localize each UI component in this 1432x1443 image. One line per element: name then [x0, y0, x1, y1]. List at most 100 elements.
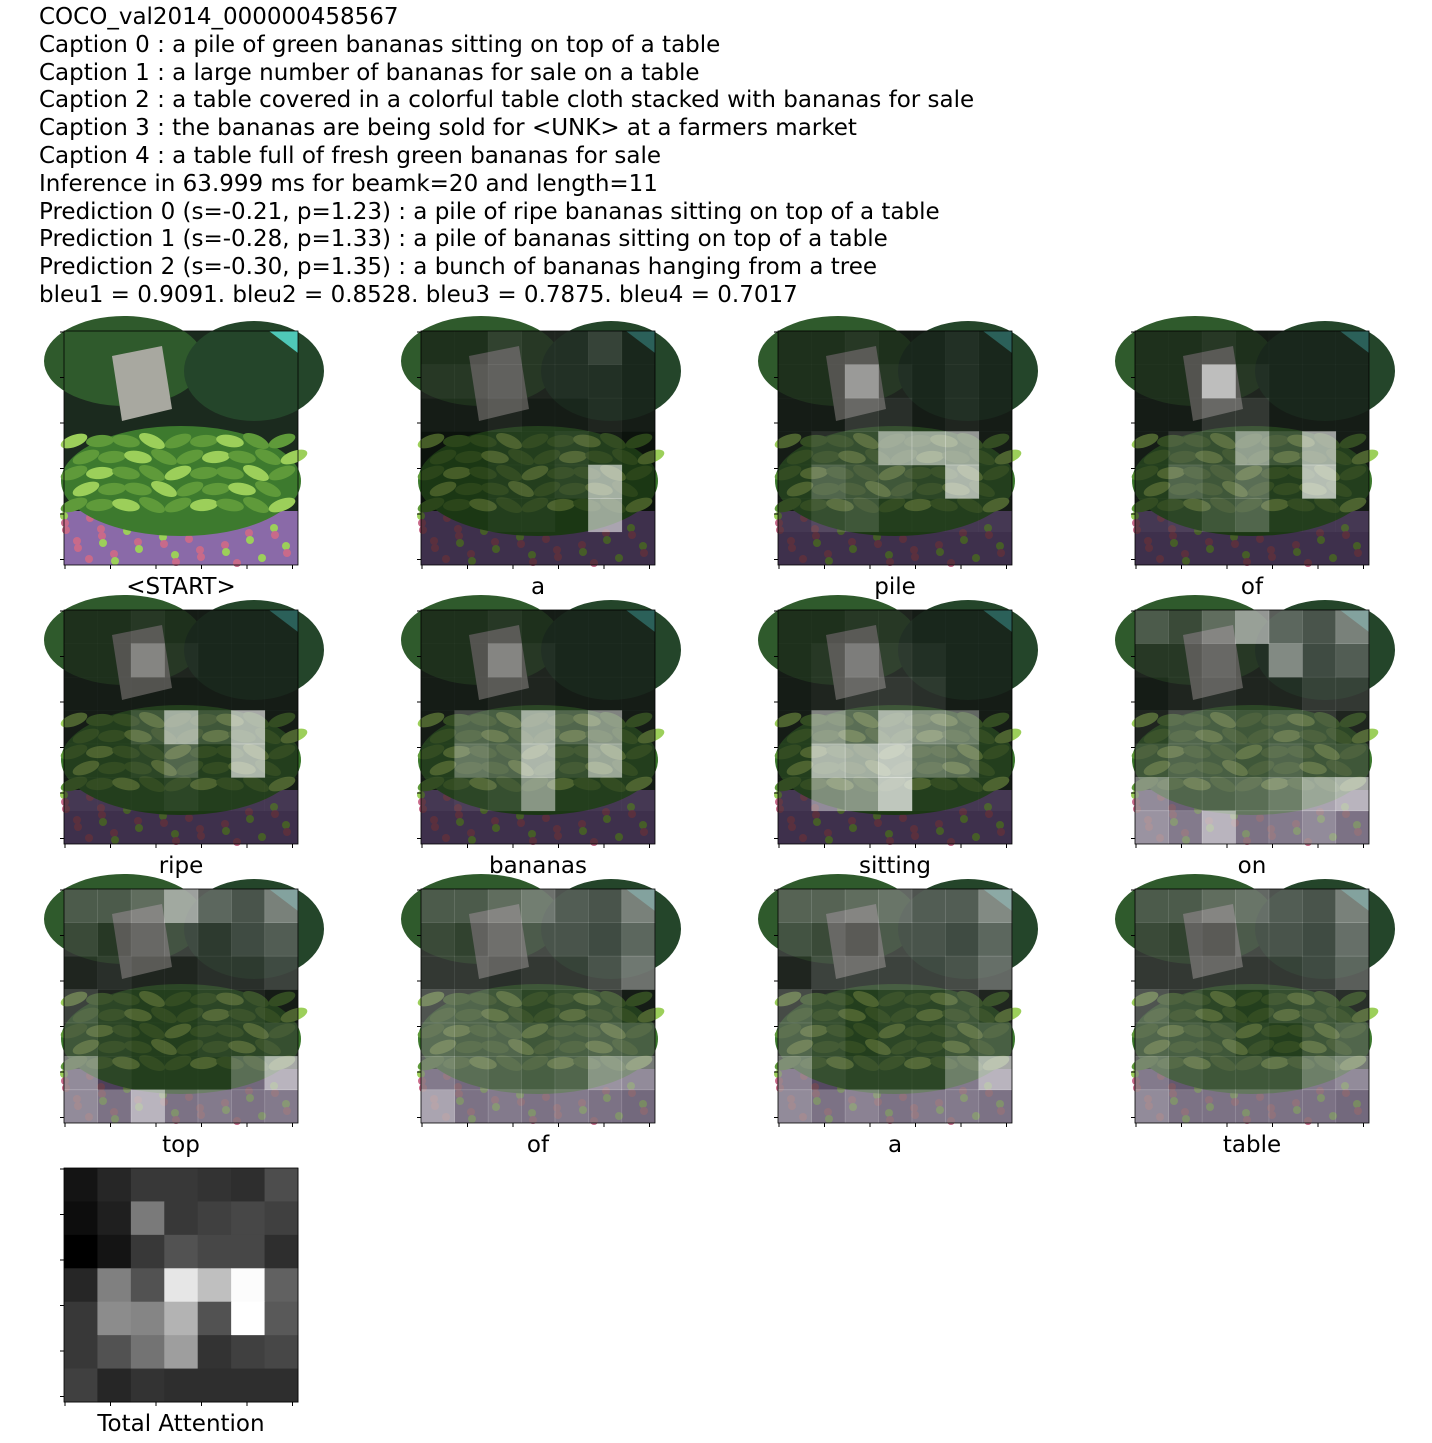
attention-cell [911, 364, 946, 399]
attention-cell [621, 743, 656, 778]
attention-cell [487, 777, 522, 812]
panel-image [1115, 316, 1395, 569]
attention-cell [1268, 710, 1303, 745]
panel-frame [1134, 888, 1370, 1124]
attention-cell [588, 710, 623, 745]
attention-cell [878, 743, 913, 778]
attention-cell [1201, 643, 1236, 678]
attention-cell [945, 1022, 980, 1057]
attention-cell [130, 1268, 165, 1303]
attention-cell [1268, 364, 1303, 399]
panel-frame [63, 1167, 299, 1403]
attention-cell [878, 710, 913, 745]
attention-cell [588, 331, 623, 365]
attention-cell [487, 498, 522, 533]
attention-cell [197, 1368, 232, 1403]
attention-cell [621, 1022, 656, 1057]
attention-cell [130, 889, 165, 923]
word-label: a [887, 1132, 903, 1158]
attention-cell [64, 955, 98, 990]
attention-cell [454, 610, 489, 644]
panel-image [1115, 595, 1395, 848]
attention-cell [945, 331, 980, 365]
attention-cell [878, 889, 913, 923]
attention-cell [421, 889, 455, 923]
attention-cell [1135, 1056, 1169, 1091]
header-line: Prediction 0 (s=-0.21, p=1.23) : a pile … [39, 198, 940, 225]
attention-cell [554, 643, 589, 678]
attention-cell [1302, 1089, 1337, 1124]
attention-cell [1135, 676, 1169, 711]
attention-cell [97, 1022, 132, 1057]
axis-ticks [60, 610, 293, 848]
attention-cell [64, 710, 98, 745]
attention-cell [1168, 810, 1203, 845]
attention-cell [1168, 1089, 1203, 1124]
attention-cell [97, 676, 132, 711]
attention-cell [1268, 676, 1303, 711]
attention-cell [588, 955, 623, 990]
attention-cell [1302, 989, 1337, 1024]
attention-cell [421, 431, 455, 465]
panel-image [758, 874, 1038, 1127]
attention-cell [554, 464, 589, 499]
attention-cell [1235, 743, 1270, 778]
attention-cell [1201, 676, 1236, 711]
attention-cell [488, 811, 522, 845]
attention-cell [1168, 498, 1203, 533]
attention-cell [878, 498, 913, 533]
attention-cell [1168, 676, 1203, 711]
attention-cell [1168, 710, 1203, 745]
attention-cell [421, 989, 455, 1024]
attention-cell [164, 1234, 199, 1269]
attention-cell [1268, 743, 1303, 778]
attention-cell [521, 676, 556, 711]
attention-cell [911, 889, 946, 923]
attention-cell [844, 922, 879, 957]
attention-cell [811, 1022, 846, 1057]
image-id-line: COCO_val2014_000000458567 [39, 4, 399, 30]
attention-cell [1235, 676, 1270, 711]
attention-cell [878, 676, 913, 711]
attention-cell [844, 431, 879, 466]
attention-cell [521, 532, 555, 566]
attention-cell [844, 889, 879, 923]
attention-cell [878, 1089, 913, 1124]
attention-cell [421, 331, 455, 365]
attention-cell [1168, 743, 1203, 778]
attention-cell [164, 743, 199, 778]
attention-cell [454, 811, 488, 845]
attention-cell [911, 1056, 946, 1091]
attention-cell [264, 710, 299, 745]
attention-cell [912, 532, 946, 566]
attention-cell [454, 676, 489, 711]
attention-cell [97, 1056, 132, 1091]
attention-cell [231, 1234, 266, 1269]
attention-cell [1235, 777, 1270, 812]
attention-cell [1135, 710, 1169, 745]
attention-cell [264, 743, 299, 778]
attention-cell [487, 889, 522, 923]
attention-cell [487, 922, 522, 957]
attention-cell [231, 811, 265, 845]
attention-cell [454, 331, 489, 365]
attention-cell [1235, 364, 1270, 399]
attention-cell [911, 498, 946, 533]
attention-cell [1168, 922, 1203, 957]
attention-cell [978, 676, 1013, 711]
attention-cell [97, 1301, 132, 1336]
attention-cell [131, 811, 165, 845]
attention-cell [421, 922, 455, 957]
attention-cell [1135, 922, 1169, 957]
attention-cell [844, 1089, 879, 1124]
attention-cell [978, 431, 1013, 466]
attention-cell [521, 610, 556, 644]
attention-cell [778, 1056, 812, 1091]
attention-cell [978, 777, 1013, 812]
attention-cell [1201, 955, 1236, 990]
attention-cell [778, 922, 812, 957]
attention-cell [911, 676, 946, 711]
axis-ticks [1131, 889, 1364, 1127]
attention-cell [487, 431, 522, 466]
attention-cell [554, 989, 589, 1024]
